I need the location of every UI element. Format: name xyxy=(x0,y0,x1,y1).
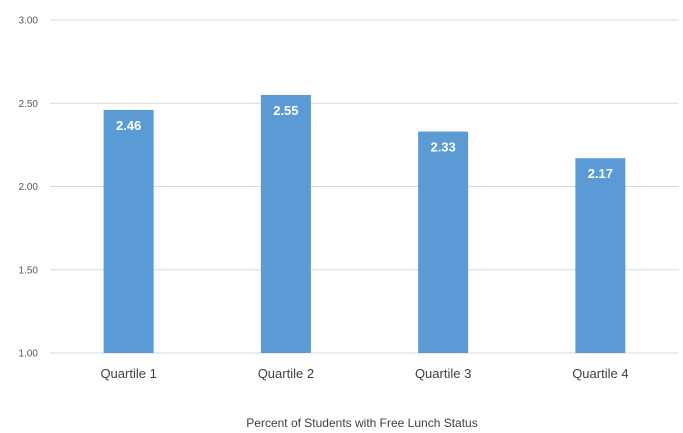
data-label: 2.17 xyxy=(588,166,613,181)
y-tick-label: 2.50 xyxy=(19,99,39,110)
bar xyxy=(575,158,626,353)
y-axis-ticks: 1.00 1.50 2.00 2.50 3.00 xyxy=(19,16,39,360)
x-axis-title: Percent of Students with Free Lunch Stat… xyxy=(246,416,477,430)
bars xyxy=(103,94,626,354)
y-tick-label: 3.00 xyxy=(19,16,39,27)
x-category-label: Quartile 2 xyxy=(258,366,314,381)
x-category-label: Quartile 3 xyxy=(415,366,471,381)
y-tick-label: 2.00 xyxy=(19,182,39,193)
y-tick-label: 1.00 xyxy=(19,349,39,360)
y-tick-label: 1.50 xyxy=(19,265,39,276)
x-axis-categories: Quartile 1 Quartile 2 Quartile 3 Quartile 4 xyxy=(100,366,628,381)
x-category-label: Quartile 1 xyxy=(100,366,156,381)
data-label: 2.46 xyxy=(116,118,141,133)
data-label: 2.33 xyxy=(430,140,455,155)
gridlines xyxy=(50,19,679,354)
bar xyxy=(103,109,154,353)
data-label: 2.55 xyxy=(273,103,298,118)
data-labels: 2.46 2.55 2.33 2.17 xyxy=(116,103,613,181)
x-category-label: Quartile 4 xyxy=(572,366,628,381)
bar xyxy=(260,94,311,354)
bar xyxy=(418,131,469,353)
